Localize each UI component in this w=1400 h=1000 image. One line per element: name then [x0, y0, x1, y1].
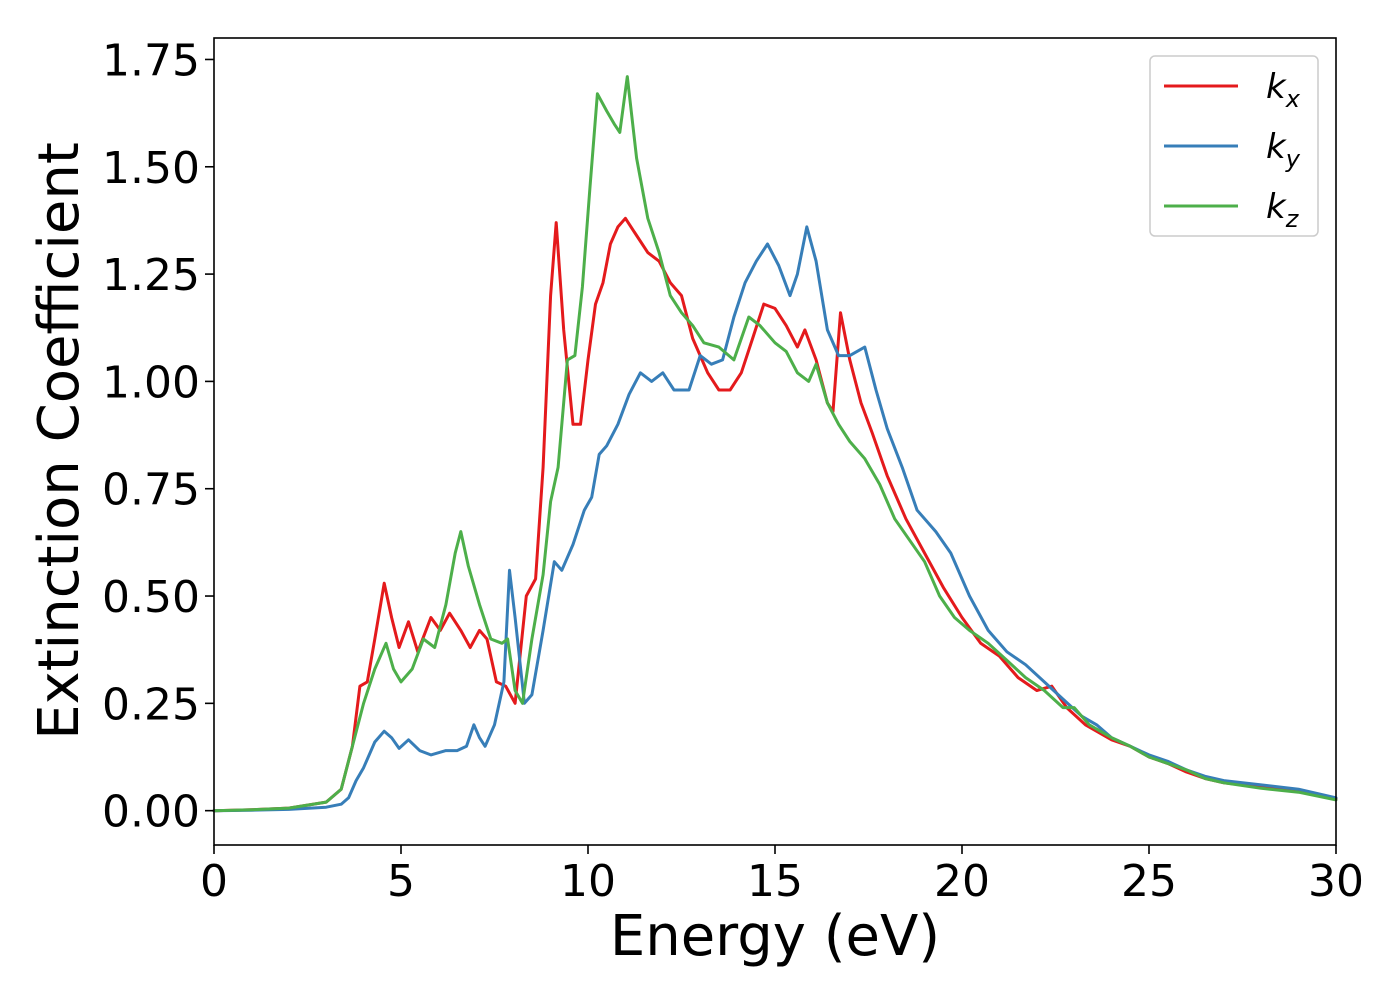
- x-tick-label: 30: [1308, 856, 1364, 907]
- x-tick-label: 25: [1121, 856, 1177, 907]
- x-tick-label: 20: [934, 856, 990, 907]
- y-tick-label: 0.75: [102, 465, 200, 516]
- y-axis-label: Extinction Coefficient: [27, 142, 92, 740]
- x-axis: 0 5 10 15 20 25 30: [200, 845, 1364, 907]
- legend-subscript: z: [1285, 205, 1300, 233]
- x-tick-label: 0: [200, 856, 228, 907]
- y-tick-label: 0.50: [102, 572, 200, 623]
- y-tick-label: 1.25: [102, 250, 200, 301]
- x-tick-label: 5: [387, 856, 415, 907]
- x-tick-label: 10: [560, 856, 616, 907]
- y-tick-label: 1.75: [102, 35, 200, 86]
- legend-subscript: x: [1285, 85, 1301, 113]
- series-line-ky: [212, 225, 1338, 813]
- x-tick-label: 15: [747, 856, 803, 907]
- x-axis-label: Energy (eV): [610, 904, 940, 969]
- series-line-kz: [212, 75, 1338, 813]
- series-layer: [212, 75, 1338, 813]
- y-axis: 0.00 0.25 0.50 0.75 1.00 1.25 1.50 1.75: [102, 35, 214, 838]
- legend-subscript: y: [1285, 145, 1301, 173]
- series-line-kx: [212, 216, 1338, 813]
- y-tick-label: 0.00: [102, 787, 200, 838]
- y-tick-label: 0.25: [102, 679, 200, 730]
- y-tick-label: 1.50: [102, 143, 200, 194]
- y-tick-label: 1.00: [102, 357, 200, 408]
